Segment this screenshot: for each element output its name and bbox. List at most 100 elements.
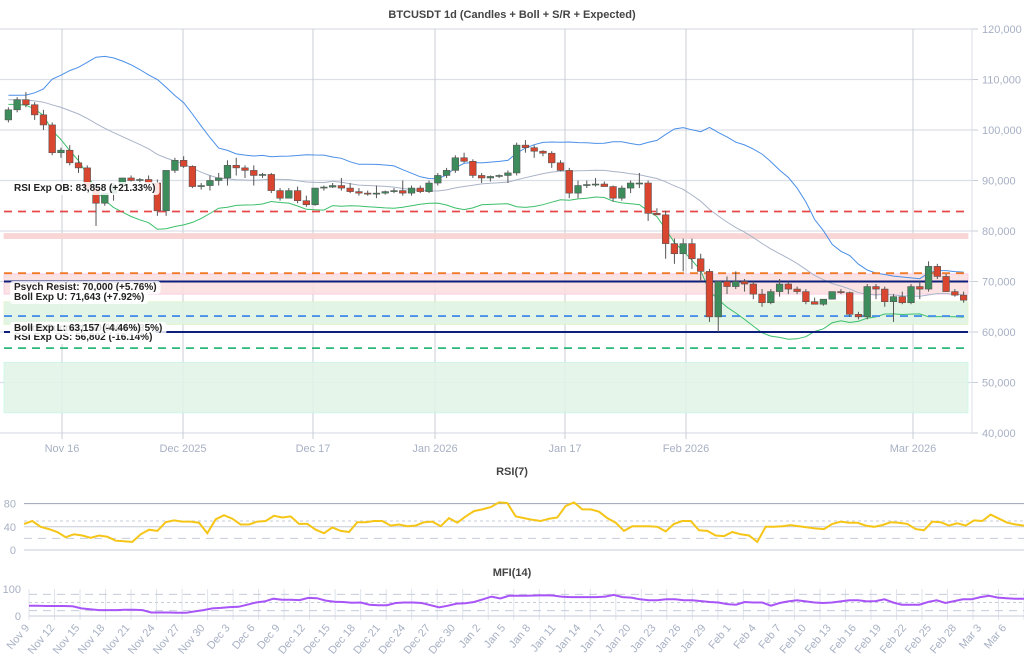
x-tick-label: Mar 3: [957, 622, 984, 651]
x-tick-label: Dec 6: [230, 622, 258, 652]
candle-bearish: [705, 271, 714, 318]
candle-bullish: [258, 174, 267, 176]
bollinger-middle-line: [8, 99, 964, 297]
candle-bullish: [775, 283, 784, 292]
x-tick-label: Jan 26: [653, 622, 683, 655]
candle-bullish: [13, 99, 21, 111]
candle-bearish: [688, 243, 696, 260]
candle-bullish: [486, 176, 495, 179]
candle-bearish: [609, 186, 617, 199]
candle-bearish: [355, 191, 363, 194]
candle-bearish: [933, 266, 941, 277]
x-tick-label: Jan 17: [548, 443, 581, 455]
candle-bearish: [723, 281, 731, 287]
candle-bullish: [767, 291, 775, 304]
rsi-panel: 0 40 80: [4, 499, 1024, 557]
label-boll-exp-l: Boll Exp L: 63,157 (-4.46%): [14, 323, 141, 334]
candle-bearish: [22, 99, 30, 106]
candle-bearish: [346, 187, 354, 192]
x-tick-label: Jan 23: [628, 622, 658, 655]
candle-bearish: [302, 200, 310, 206]
candle-bullish: [442, 170, 451, 176]
candle-bearish: [530, 147, 538, 152]
label-rsi-exp-ob-bg: [10, 182, 160, 195]
candle-bullish: [626, 182, 635, 189]
candle-bearish: [846, 292, 854, 315]
y-tick-label: 80,000: [982, 226, 1016, 238]
candle-bearish: [74, 162, 83, 169]
candle-bearish: [662, 214, 670, 244]
candle-bearish: [267, 174, 275, 191]
y-tick-label: 40,000: [982, 428, 1016, 440]
candle-bearish: [469, 161, 477, 176]
y-tick-label: 110,000: [982, 75, 1021, 87]
y-tick-label: 70,000: [982, 277, 1016, 289]
y-tick-label: 40: [4, 522, 16, 534]
x-tick-label: Dec 3: [205, 622, 233, 652]
candle-bearish: [749, 283, 757, 295]
candle-bearish: [600, 183, 608, 187]
candle-bearish: [39, 114, 48, 126]
candle-bullish: [223, 165, 232, 179]
candle-bearish: [337, 185, 346, 189]
candle-bearish: [48, 124, 56, 154]
candle-bearish: [854, 314, 863, 318]
x-tick-label: Jan 17: [578, 622, 608, 655]
candle-bearish: [811, 301, 819, 305]
candle-bullish: [311, 187, 319, 206]
rsi-panel-title: RSI(7): [496, 466, 528, 478]
candle-bearish: [802, 291, 810, 303]
y-tick-label: 80: [4, 499, 16, 511]
mfi-line: [29, 593, 1024, 614]
candle-bullish: [495, 175, 503, 177]
candle-bearish: [653, 213, 661, 216]
x-tick-label: Feb 25: [903, 622, 934, 656]
x-tick-label: Feb 28: [928, 622, 959, 656]
candle-bearish: [548, 152, 556, 164]
candle-bullish: [57, 149, 65, 154]
candle-bullish: [197, 185, 205, 187]
candle-bearish: [758, 293, 766, 304]
x-tick-label: Feb 19: [853, 622, 884, 656]
x-tick-label: Jan 2026: [412, 443, 457, 455]
candle-bullish: [907, 286, 915, 304]
candle-bullish: [451, 157, 459, 171]
y-tick-label: 100,000: [982, 125, 1022, 137]
candle-bullish: [635, 182, 643, 185]
sr-zone: [3, 361, 969, 414]
candle-bearish: [697, 258, 705, 272]
y-tick-label: 0: [15, 611, 21, 623]
candle-bearish: [127, 177, 135, 181]
candle-bearish: [951, 291, 959, 296]
x-tick-label: Jan 11: [528, 622, 558, 654]
x-tick-label: Dec 30: [427, 622, 459, 656]
candle-bearish: [241, 167, 249, 171]
candle-bearish: [837, 291, 845, 293]
candle-bullish: [381, 191, 389, 194]
candle-bullish: [372, 192, 381, 195]
candle-bearish: [521, 144, 530, 148]
candle-bearish: [881, 288, 889, 303]
label-psych-resist-bg: [10, 281, 161, 294]
candle-bullish: [504, 172, 512, 176]
y-tick-label: 100: [3, 584, 21, 596]
candle-bullish: [390, 190, 398, 192]
candle-bearish: [784, 283, 792, 290]
candle-bearish: [644, 182, 652, 214]
y-tick-label: 90,000: [982, 176, 1016, 188]
candle-bullish: [889, 296, 898, 302]
candle-bearish: [556, 162, 565, 171]
x-tick-label: Feb 2026: [663, 443, 709, 455]
candle-bullish: [320, 186, 328, 189]
label-boll-exp-u: Boll Exp U: 71,643 (+7.92%): [14, 292, 144, 303]
rsi-line: [23, 501, 1024, 544]
candle-bearish: [232, 165, 240, 169]
x-tick-label: Feb 22: [878, 622, 909, 656]
mfi-panel-title: MFI(14): [493, 567, 532, 579]
candle-bearish: [399, 190, 407, 194]
x-tick-label: Jan 5: [482, 622, 508, 650]
candle-bearish: [959, 294, 968, 301]
candle-bearish: [539, 150, 547, 154]
